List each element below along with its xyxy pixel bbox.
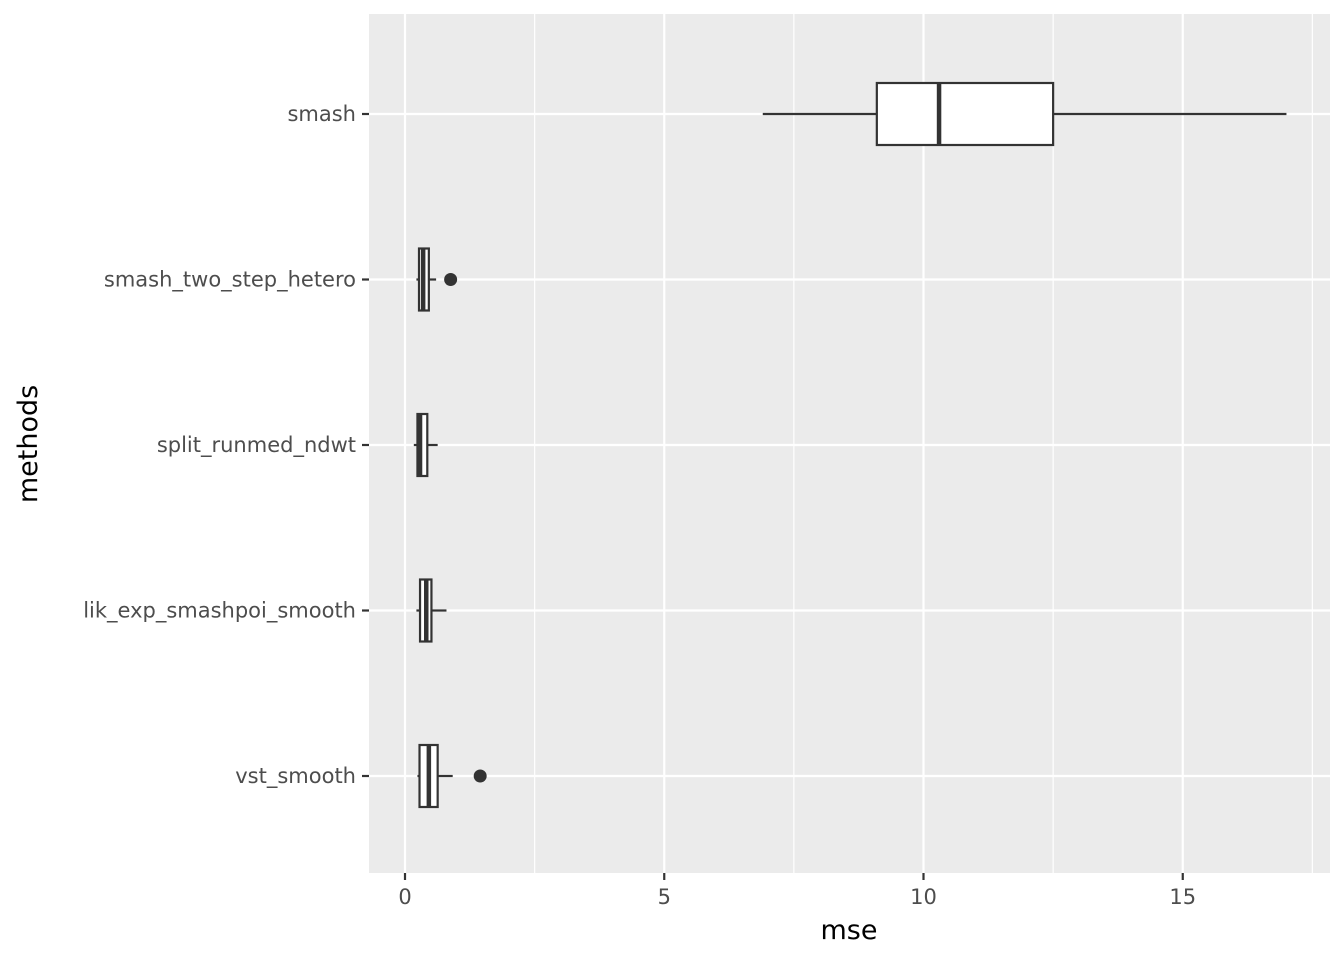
box-vst_smooth bbox=[417, 743, 487, 809]
box-split_runmed_ndwt bbox=[413, 412, 438, 478]
x-tick-label: 5 bbox=[658, 885, 671, 909]
x-axis: 0 5 10 15 bbox=[398, 873, 1196, 909]
box-iqr bbox=[875, 81, 1055, 147]
boxes-layer bbox=[413, 81, 1287, 809]
outlier-point bbox=[444, 273, 458, 286]
box-smash bbox=[762, 81, 1287, 147]
outlier-point bbox=[473, 769, 487, 783]
x-tick-label: 10 bbox=[910, 885, 937, 909]
y-tick-label: smash bbox=[287, 102, 356, 126]
x-tick-label: 0 bbox=[398, 885, 411, 909]
y-axis-title: methods bbox=[13, 385, 44, 503]
y-tick-label: smash_two_step_hetero bbox=[104, 268, 356, 293]
x-axis-title: mse bbox=[821, 915, 878, 946]
panel-background bbox=[369, 14, 1330, 873]
y-tick-label: vst_smooth bbox=[235, 764, 356, 789]
y-tick-label: lik_exp_smashpoi_smooth bbox=[83, 599, 356, 624]
y-tick-label: split_runmed_ndwt bbox=[157, 433, 356, 458]
box-smash_two_step_hetero bbox=[416, 247, 458, 312]
box-iqr bbox=[416, 412, 429, 478]
box-lik_exp_smashpoi_smooth bbox=[416, 578, 447, 643]
y-axis: smash smash_two_step_hetero split_runmed_n… bbox=[83, 102, 369, 789]
x-tick-label: 15 bbox=[1169, 885, 1196, 909]
